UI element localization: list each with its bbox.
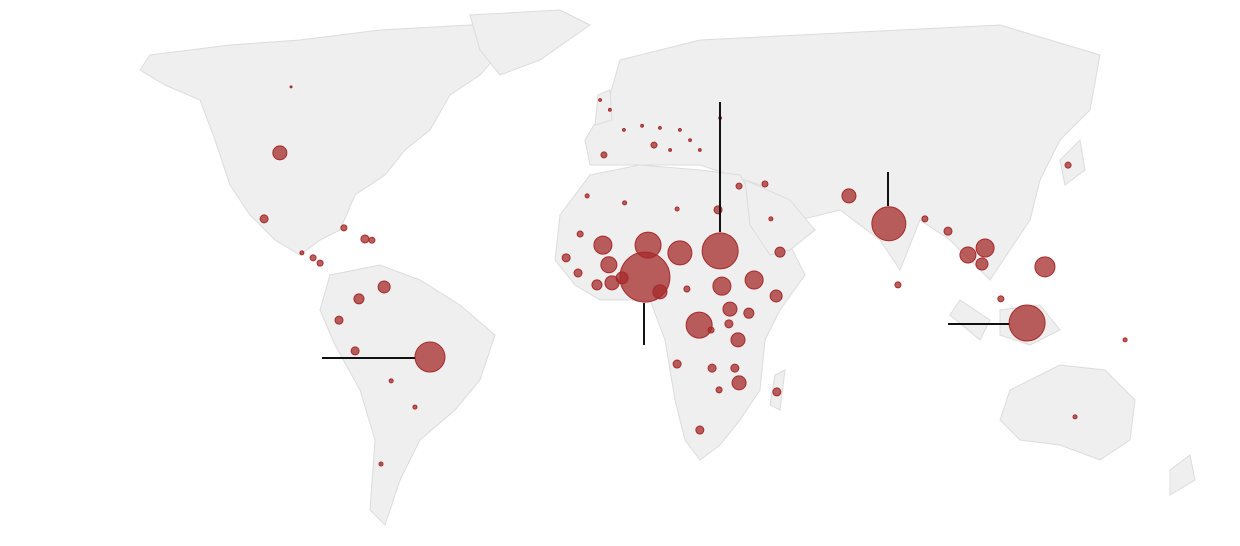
bubble bbox=[707, 326, 715, 334]
bubble bbox=[1072, 414, 1078, 420]
bubble bbox=[841, 188, 857, 204]
bubble bbox=[573, 268, 583, 278]
bubble bbox=[658, 125, 662, 130]
bubble bbox=[600, 256, 618, 274]
bubble bbox=[695, 425, 705, 435]
bubble bbox=[761, 180, 769, 188]
bubble bbox=[584, 193, 590, 199]
bubble bbox=[378, 461, 384, 467]
bubble bbox=[959, 246, 977, 264]
bubble bbox=[353, 293, 365, 305]
japan bbox=[1059, 138, 1086, 186]
bubble bbox=[309, 254, 317, 262]
bubble bbox=[722, 301, 738, 317]
bubble bbox=[368, 236, 376, 244]
bubble bbox=[1064, 161, 1072, 169]
bubble bbox=[871, 206, 907, 242]
bubble bbox=[724, 319, 734, 329]
bubble bbox=[576, 230, 584, 238]
bubble bbox=[768, 216, 774, 222]
bubble bbox=[769, 289, 783, 303]
bubble bbox=[350, 346, 360, 356]
bubble bbox=[701, 232, 739, 270]
britain bbox=[594, 89, 613, 126]
bubble bbox=[730, 332, 746, 348]
bubble bbox=[668, 148, 673, 152]
bubble bbox=[1008, 304, 1046, 342]
bubble bbox=[598, 98, 603, 102]
bubble bbox=[730, 363, 740, 373]
bubble bbox=[715, 386, 723, 394]
bubble bbox=[743, 307, 755, 319]
bubble bbox=[388, 378, 394, 384]
bubble bbox=[772, 387, 782, 397]
north-america bbox=[139, 24, 522, 256]
bubble bbox=[377, 280, 391, 294]
bubble bbox=[735, 182, 743, 190]
bubble bbox=[674, 206, 680, 212]
bubble bbox=[1122, 337, 1128, 343]
bubble bbox=[600, 151, 608, 159]
greenland bbox=[469, 9, 591, 76]
bubble bbox=[774, 246, 786, 258]
bubble bbox=[621, 127, 626, 132]
new-zealand bbox=[1169, 454, 1196, 496]
bubble bbox=[975, 238, 995, 258]
bubbles bbox=[259, 85, 1128, 467]
bubble bbox=[1034, 256, 1056, 278]
bubble bbox=[640, 123, 645, 128]
bubble bbox=[412, 404, 418, 410]
bubble bbox=[677, 127, 682, 132]
bubble bbox=[591, 279, 603, 291]
bubble bbox=[360, 234, 370, 244]
leaders bbox=[322, 102, 1009, 359]
bubble bbox=[615, 271, 629, 285]
bubble bbox=[650, 141, 658, 149]
bubble bbox=[685, 311, 713, 339]
bubble bbox=[921, 215, 929, 223]
bubble bbox=[697, 148, 702, 152]
bubble bbox=[272, 145, 288, 161]
sumatra bbox=[949, 299, 991, 341]
bubble bbox=[712, 276, 732, 296]
bubble bbox=[943, 226, 953, 236]
bubble bbox=[683, 285, 691, 293]
australia bbox=[999, 364, 1136, 461]
bubble bbox=[731, 375, 747, 391]
eurasia bbox=[584, 24, 1101, 281]
bubble bbox=[259, 214, 269, 224]
bubble bbox=[667, 240, 693, 266]
bubble bbox=[894, 281, 902, 289]
bubble bbox=[593, 235, 613, 255]
bubble bbox=[997, 295, 1005, 303]
bubble bbox=[975, 257, 989, 271]
bubble bbox=[299, 250, 305, 256]
bubble bbox=[634, 231, 662, 259]
bubble bbox=[672, 359, 682, 369]
south-america bbox=[319, 264, 496, 526]
bubble bbox=[414, 341, 446, 373]
bubble bbox=[744, 270, 764, 290]
bubble bbox=[340, 224, 348, 232]
bubble bbox=[316, 259, 324, 267]
bubble bbox=[652, 284, 668, 300]
bubble bbox=[334, 315, 344, 325]
bubble bbox=[561, 253, 571, 263]
bubble bbox=[607, 107, 612, 112]
bubble bbox=[622, 200, 628, 206]
bubble bbox=[707, 363, 717, 373]
bubble bbox=[289, 85, 293, 89]
bubble bbox=[688, 138, 692, 143]
arabia bbox=[744, 179, 816, 256]
